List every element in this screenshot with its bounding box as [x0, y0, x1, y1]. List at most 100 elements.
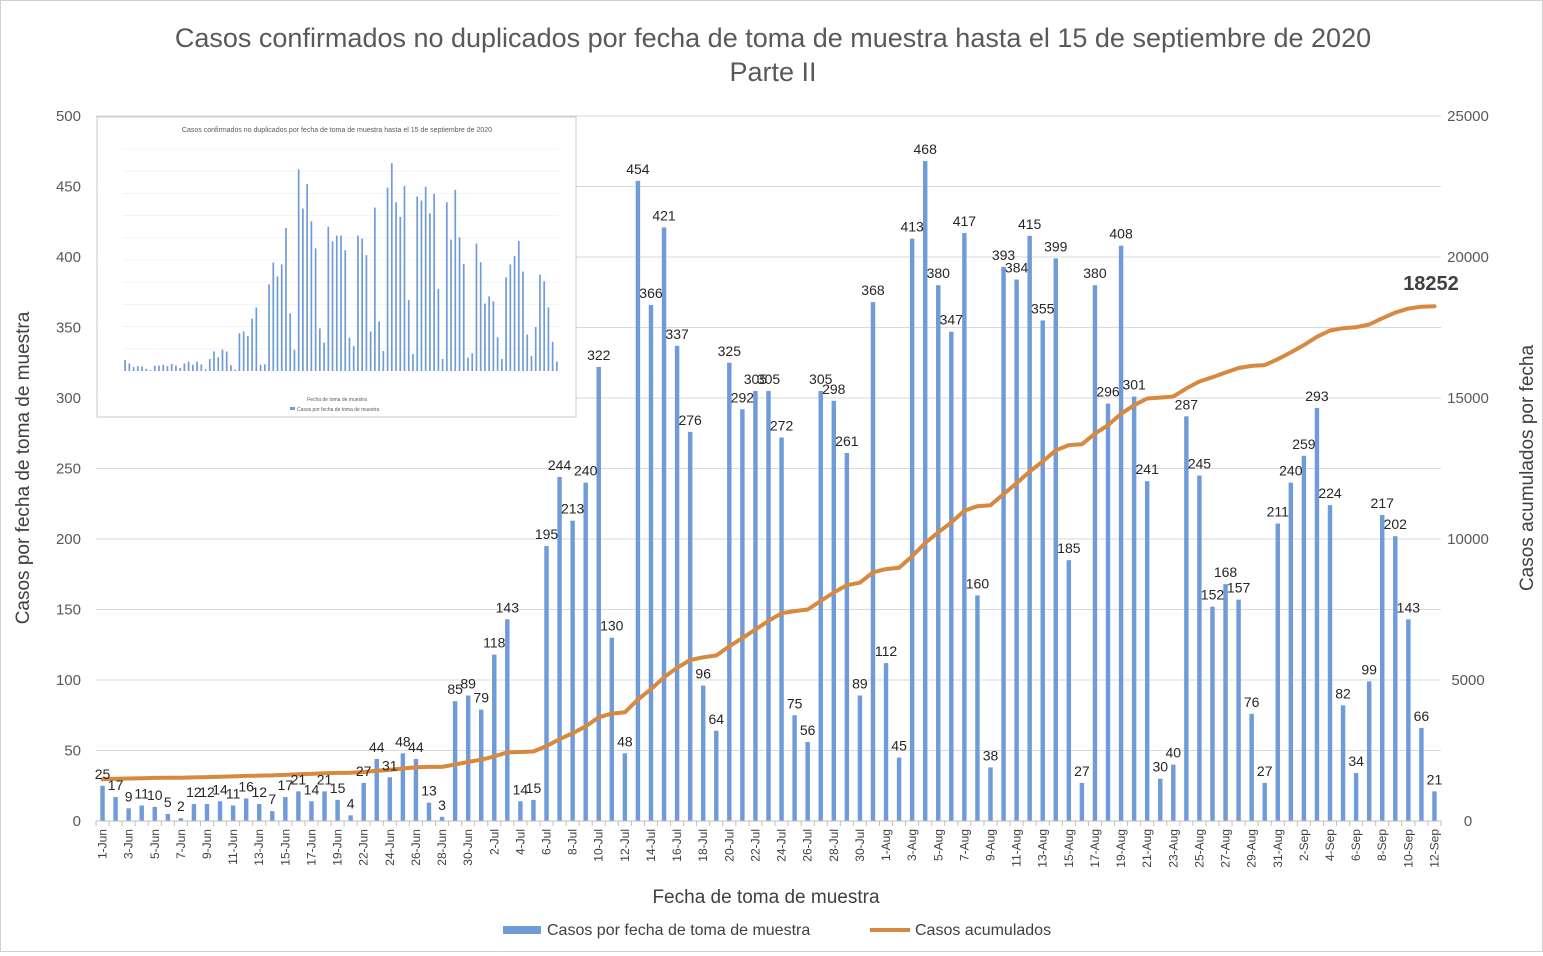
data-label: 82	[1335, 685, 1351, 701]
inset-bar	[416, 196, 419, 371]
inset-bar	[340, 235, 342, 371]
inset-bar	[365, 255, 368, 371]
inset-bar	[374, 207, 376, 371]
inset-bar	[200, 364, 203, 371]
bar	[1353, 773, 1359, 821]
inset-bar	[382, 351, 385, 371]
data-label: 25	[95, 766, 111, 782]
inset-bar	[462, 263, 465, 371]
bar	[883, 663, 889, 821]
inset-bar	[196, 361, 198, 371]
data-label: 213	[561, 501, 585, 517]
bar	[139, 805, 144, 821]
x-tick-label: 8-Sep	[1375, 829, 1389, 861]
inset-bar	[225, 351, 228, 371]
data-label: 287	[1175, 396, 1199, 412]
data-label: 160	[966, 575, 990, 591]
data-label: 75	[787, 695, 803, 711]
bar	[753, 390, 758, 821]
bar	[1158, 778, 1163, 821]
x-tick-label: 3-Jun	[122, 829, 136, 859]
data-label: 384	[1005, 260, 1029, 276]
x-tick-label: 11-Aug	[1010, 829, 1024, 867]
x-tick-label: 31-Aug	[1271, 829, 1285, 868]
x-tick-label: 28-Jun	[435, 829, 449, 866]
y-tick-label-left: 300	[56, 390, 81, 407]
inset-bar	[450, 239, 452, 371]
data-label: 5	[164, 794, 172, 810]
bar	[648, 304, 654, 821]
bar	[687, 431, 693, 821]
inset-bar	[124, 359, 126, 371]
inset-bar	[522, 271, 524, 371]
y-tick-label-right: 5000	[1451, 672, 1484, 689]
inset-legend-swatch	[290, 407, 295, 410]
bar	[165, 813, 171, 821]
data-label: 272	[770, 417, 794, 433]
bar	[1144, 481, 1150, 821]
bar	[1406, 619, 1411, 821]
data-label: 14	[513, 781, 529, 797]
data-label: 15	[526, 780, 542, 796]
bar	[674, 345, 680, 821]
inset-bar	[297, 169, 300, 371]
bar	[1327, 505, 1333, 821]
inset-bar	[183, 363, 186, 371]
x-tick-label: 12-Sep	[1427, 829, 1441, 868]
bar	[1249, 713, 1254, 821]
inset-bar	[395, 202, 397, 371]
inset-bar	[454, 189, 457, 371]
inset-bar	[501, 359, 503, 371]
x-tick-label: 22-Jul	[748, 829, 762, 862]
data-label: 79	[473, 690, 489, 706]
data-label: 241	[1136, 461, 1160, 477]
data-label: 64	[708, 711, 724, 727]
bar	[152, 806, 157, 821]
data-label: 17	[108, 777, 124, 793]
inset-bar	[268, 284, 270, 371]
data-label: 380	[1083, 265, 1107, 281]
bar	[1380, 515, 1385, 821]
inset-bar	[132, 367, 135, 371]
data-label: 34	[1348, 753, 1364, 769]
y-axis-left: 0 50 100 150 200 250 300 350 400 450 500	[56, 108, 81, 830]
bar	[844, 452, 850, 821]
inset-bar	[153, 365, 156, 371]
inset-bar	[149, 370, 152, 371]
bar	[518, 801, 523, 821]
x-tick-label: 5-Jun	[148, 829, 162, 859]
inset-bar	[335, 235, 338, 371]
data-label: 415	[1018, 216, 1042, 232]
x-tick-label: 14-Jul	[644, 829, 658, 862]
x-tick-label: 21-Aug	[1140, 829, 1154, 868]
bar	[596, 366, 601, 821]
bar	[1027, 235, 1032, 822]
inset-bar	[399, 216, 402, 371]
x-tick-label: 3-Aug	[905, 829, 919, 861]
x-tick-label: 26-Jul	[801, 829, 815, 862]
bar	[949, 331, 954, 821]
x-tick-label: 7-Jun	[174, 829, 188, 859]
bar	[361, 782, 366, 821]
x-tick-label: 1-Aug	[879, 829, 893, 861]
bar	[831, 400, 837, 821]
bar	[1366, 681, 1372, 821]
bar	[1118, 245, 1124, 822]
data-label: 301	[1122, 377, 1146, 393]
data-label: 48	[617, 733, 633, 749]
data-label: 305	[744, 371, 768, 387]
bar	[740, 409, 745, 821]
x-tick-label: 10-Sep	[1401, 829, 1415, 868]
inset-bar	[289, 313, 292, 371]
line-series	[100, 304, 1437, 782]
data-label: 89	[460, 676, 476, 692]
bar	[896, 757, 902, 821]
y-tick-label-left: 100	[56, 672, 81, 689]
x-axis: 1-Jun 3-Jun 5-Jun 7-Jun 9-Jun 11-Jun 13-Jun 15-…	[95, 820, 1442, 868]
data-label: 408	[1109, 226, 1133, 242]
x-tick-label: 27-Aug	[1219, 829, 1233, 868]
bar	[1340, 705, 1346, 821]
bar	[779, 437, 784, 821]
inset-bar	[369, 331, 372, 371]
